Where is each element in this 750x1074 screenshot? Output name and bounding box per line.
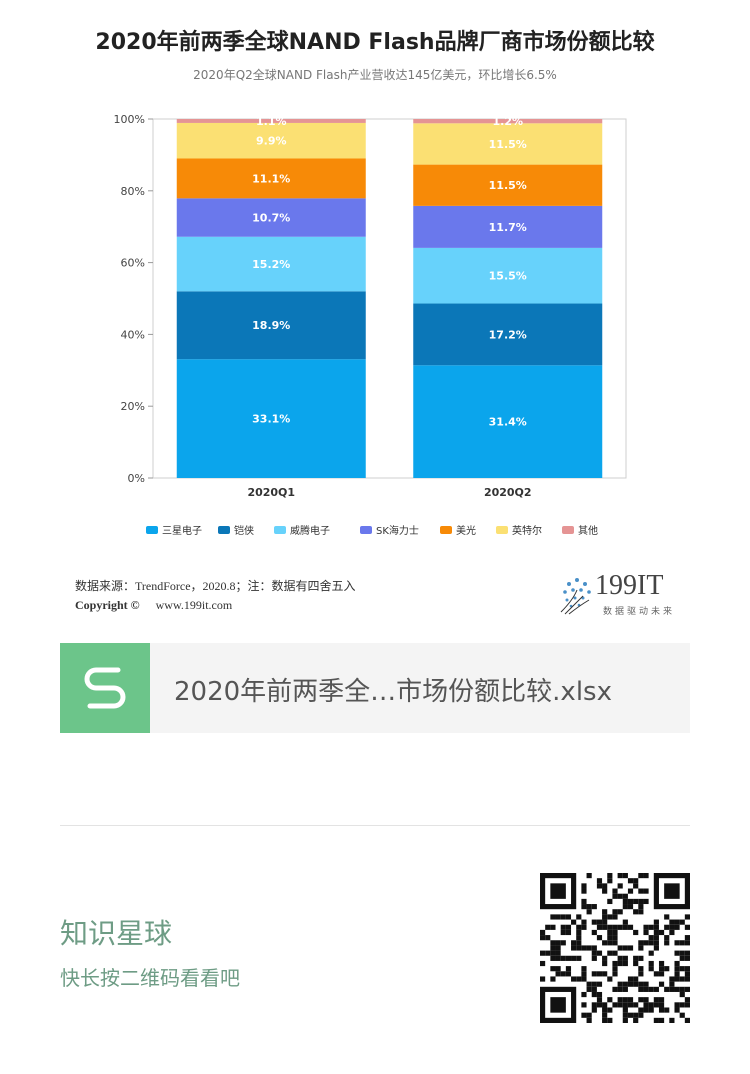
data-label: 11.5% <box>489 138 527 151</box>
legend-swatch <box>274 526 286 534</box>
data-label: 11.7% <box>489 221 527 234</box>
bar-segment <box>413 205 603 248</box>
bar-segment <box>176 122 366 159</box>
data-label: 15.2% <box>252 258 290 271</box>
x-tick-label: 2020Q2 <box>484 486 532 499</box>
qr-code-icon[interactable] <box>540 873 690 1023</box>
x-tick-label: 2020Q1 <box>247 486 295 499</box>
logo-text: 199IT <box>595 570 664 601</box>
bar-segment <box>176 119 366 123</box>
data-label: 9.9% <box>256 135 287 148</box>
legend-label: 三星电子 <box>162 524 202 537</box>
data-label: 15.5% <box>489 270 527 283</box>
bar-segment <box>413 365 603 478</box>
legend-label: SK海力士 <box>376 524 419 537</box>
data-label: 31.4% <box>489 416 527 429</box>
file-attachment[interactable]: 2020年前两季全…市场份额比较.xlsx <box>60 643 690 733</box>
brand-logo: 199IT 数据驱动未来 <box>555 570 685 618</box>
spreadsheet-icon <box>60 643 150 733</box>
chart-title: 2020年前两季全球NAND Flash品牌厂商市场份额比较 <box>95 30 655 55</box>
bar-segment <box>176 291 366 360</box>
legend-label: 英特尔 <box>512 524 542 537</box>
data-label: 10.7% <box>252 212 290 225</box>
logo-tagline: 数据驱动未来 <box>603 607 676 617</box>
legend-label: 威腾电子 <box>290 524 330 537</box>
y-tick-label: 0% <box>128 472 145 485</box>
site-url[interactable]: www.199it.com <box>155 598 233 612</box>
data-label: 1.1% <box>256 115 287 128</box>
bar-segment <box>413 119 603 124</box>
file-name: 2020年前两季全…市场份额比较.xlsx <box>174 677 612 707</box>
bar-segment <box>176 359 366 478</box>
legend-swatch <box>440 526 452 534</box>
footer-title: 知识星球 <box>60 917 173 950</box>
dots-logo-icon <box>560 578 591 615</box>
chart-subtitle: 2020年Q2全球NAND Flash产业营收达145亿美元，环比增长6.5% <box>193 68 557 82</box>
legend-swatch <box>360 526 372 534</box>
plot-frame <box>152 118 627 479</box>
bar-segment <box>176 158 366 199</box>
copyright-line: Copyright © www.199it.com <box>75 598 232 613</box>
y-tick-label: 20% <box>121 400 145 413</box>
y-tick-label: 40% <box>121 328 145 341</box>
bar-segment <box>413 123 603 165</box>
data-label: 11.1% <box>252 172 290 185</box>
bar-segment <box>413 247 603 304</box>
footer-subtitle: 快长按二维码看看吧 <box>60 966 240 990</box>
bar-segment <box>413 303 603 366</box>
data-label: 33.1% <box>252 413 290 426</box>
legend-swatch <box>146 526 158 534</box>
stacked-bar-chart: 0% 20% 40% 60% 80% 100% 33.1% 18.9% 15.2% 10.7% 11… <box>114 113 627 537</box>
legend-label: 美光 <box>456 524 476 537</box>
copyright-label: Copyright © <box>75 598 140 612</box>
divider <box>60 825 690 826</box>
legend-label: 铠侠 <box>234 524 254 537</box>
bar-segment <box>176 198 366 237</box>
legend-swatch <box>562 526 574 534</box>
bar-segment <box>413 164 603 206</box>
legend-swatch <box>496 526 508 534</box>
y-tick-label: 60% <box>121 257 145 270</box>
data-source: 数据来源：TrendForce，2020.8；注：数据有四舍五入 <box>75 579 356 593</box>
data-label: 1.2% <box>492 115 523 128</box>
y-tick-label: 80% <box>121 185 145 198</box>
bar-segment <box>176 236 366 292</box>
data-label: 11.5% <box>489 179 527 192</box>
y-tick-label: 100% <box>114 113 145 126</box>
data-label: 17.2% <box>489 328 527 341</box>
data-label: 18.9% <box>252 319 290 332</box>
legend-swatch <box>218 526 230 534</box>
legend-label: 其他 <box>578 524 598 537</box>
